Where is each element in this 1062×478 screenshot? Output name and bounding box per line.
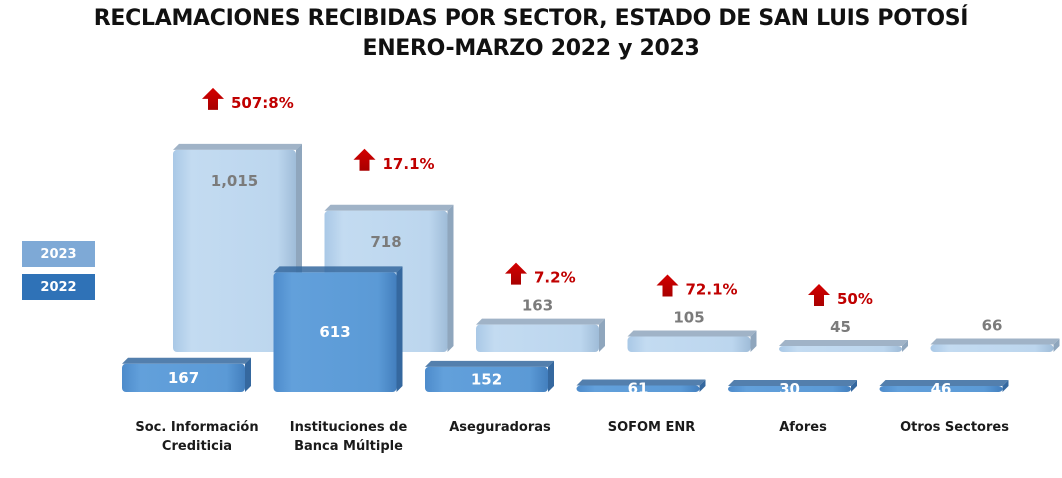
bar-2023-1-top [324, 204, 454, 211]
bar-2022-3-top [576, 379, 706, 386]
category-label-line: Otros Sectores [900, 420, 1009, 435]
bar-2023-3-side [750, 330, 757, 352]
bar-2023-0-front [173, 149, 296, 352]
bar-2022-3-front [576, 385, 700, 392]
bar-2022-3-side [699, 379, 706, 392]
data-label-2022: 613 [319, 323, 350, 341]
bar-2022-1-top [273, 266, 403, 273]
bar-2022-4-side [851, 380, 857, 392]
chart-title: RECLAMACIONES RECIBIDAS POR SECTOR, ESTA… [93, 6, 969, 31]
data-label-2023: 45 [830, 318, 851, 336]
bar-2023-5 [930, 338, 1060, 352]
change-indicator: 72.1% [656, 274, 738, 298]
data-label-2022: 46 [931, 380, 952, 398]
legend-item-2023: 2023 [22, 241, 95, 267]
up-arrow-icon [353, 148, 376, 171]
bar-2022-2-top [425, 360, 554, 367]
category-label-line: SOFOM ENR [607, 420, 696, 435]
bar-2022-2 [425, 360, 554, 392]
up-arrow-icon [656, 274, 679, 297]
bar-2023-1-side [447, 204, 454, 352]
bar-2022-4-top [728, 380, 857, 386]
bar-2023-0-top [173, 143, 302, 150]
bar-2023-2-top [476, 318, 605, 325]
bar-2022-0 [122, 357, 251, 392]
data-label-2022: 30 [779, 380, 800, 398]
category-label-line: Aseguradoras [449, 420, 551, 435]
bar-2023-5-front [930, 344, 1054, 352]
bar-2022-0-front [122, 363, 245, 392]
up-arrow-icon [202, 87, 224, 110]
data-label-2022: 152 [471, 370, 502, 388]
category-label-line: Soc. Información [135, 420, 259, 435]
up-arrow-icon [808, 284, 830, 306]
bar-2022-0-side [245, 357, 251, 392]
bar-2022-5 [879, 380, 1009, 392]
legend-item-2022: 2022 [22, 274, 95, 300]
bar-2023-5-side [1053, 338, 1060, 352]
bar-2023-3-top [627, 330, 757, 337]
change-percent-label: 507:8% [231, 94, 294, 112]
bar-2023-3 [627, 330, 757, 352]
change-indicator: 7.2% [505, 262, 576, 287]
change-indicator: 507:8% [202, 87, 294, 112]
category-label: Aseguradoras [415, 418, 585, 437]
category-label: Instituciones de Banca Múltiple [264, 418, 434, 456]
category-label-line: Afores [779, 420, 827, 435]
change-percent-label: 72.1% [686, 280, 738, 298]
data-label-2023: 718 [370, 233, 401, 251]
bar-2022-2-front [425, 366, 548, 392]
data-label-2023: 66 [982, 316, 1003, 334]
bar-2023-2-front [476, 324, 599, 352]
bar-2022-5-front [879, 386, 1003, 392]
change-indicator: 50% [808, 284, 873, 308]
data-label-2022: 61 [628, 380, 649, 398]
bar-2023-3-front [627, 336, 751, 352]
change-percent-label: 7.2% [534, 269, 576, 287]
bar-2022-5-top [879, 380, 1009, 386]
bar-2022-3 [576, 379, 706, 392]
bar-2022-2-side [548, 360, 554, 392]
up-arrow-icon [505, 262, 527, 285]
bar-2023-4 [779, 340, 908, 352]
change-indicator: 17.1% [353, 148, 435, 173]
bar-2022-1-front [273, 272, 397, 392]
data-label-2022: 167 [168, 369, 199, 387]
bar-2023-2-side [599, 318, 605, 352]
bar-2022-4-front [728, 386, 851, 392]
change-percent-label: 50% [837, 290, 873, 308]
bar-2022-1 [273, 266, 403, 392]
bar-2022-5-side [1002, 380, 1009, 392]
bar-2023-4-top [779, 340, 908, 346]
category-label: SOFOM ENR [567, 418, 737, 437]
data-label-2023: 105 [673, 308, 704, 326]
bar-2023-4-side [902, 340, 908, 352]
category-label-line: Banca Múltiple [294, 439, 403, 454]
bar-2022-1-side [396, 266, 403, 392]
category-label: Otros Sectores [870, 418, 1040, 437]
category-label: Afores [718, 418, 888, 437]
category-label-line: Instituciones de [289, 420, 408, 435]
bar-2023-5-top [930, 338, 1060, 345]
category-label: Soc. Información Crediticia [112, 418, 282, 456]
category-label-line: Crediticia [161, 439, 233, 454]
bar-2023-2 [476, 318, 605, 352]
bar-2022-0-top [122, 357, 251, 364]
data-label-2023: 163 [522, 297, 553, 315]
bar-2022-4 [728, 380, 857, 392]
data-label-2023: 1,015 [211, 172, 258, 190]
chart-subtitle: ENERO-MARZO 2022 y 2023 [362, 36, 700, 61]
change-percent-label: 17.1% [383, 155, 435, 173]
bar-2023-4-front [779, 346, 902, 352]
